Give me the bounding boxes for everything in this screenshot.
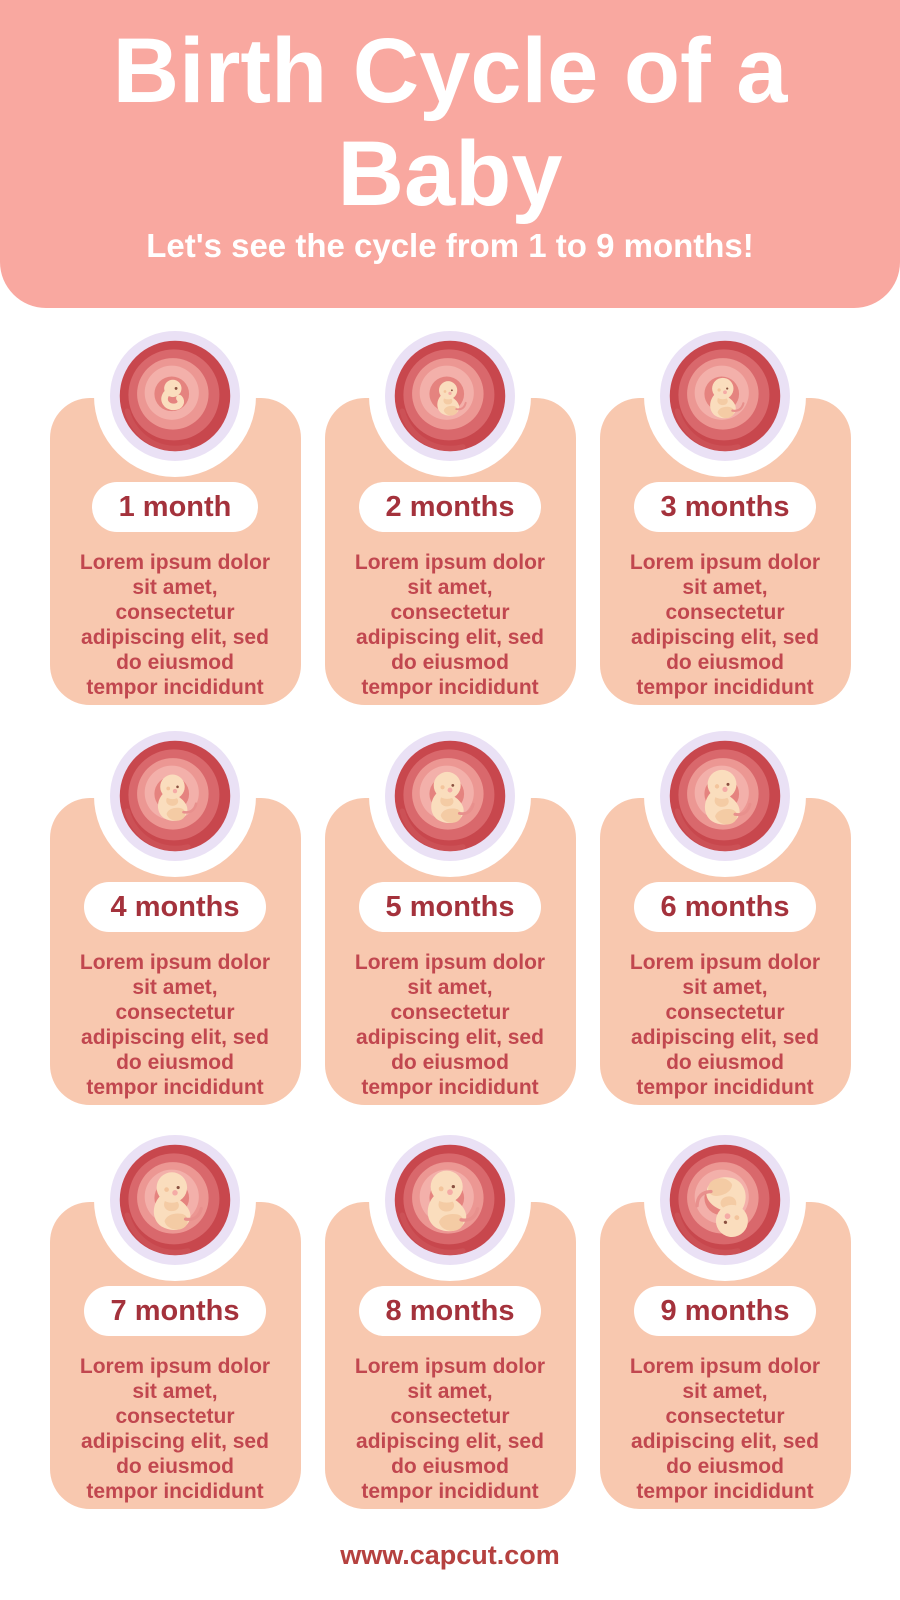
month-label: 6 months xyxy=(660,891,790,923)
months-row-2: 4 months Lorem ipsum dolor sit amet, con… xyxy=(0,715,900,1105)
month-badge: 5 months xyxy=(358,882,542,932)
month-label: 5 months xyxy=(385,891,515,923)
month-description: Lorem ipsum dolor sit amet, consectetur … xyxy=(354,551,546,699)
month-badge: 6 months xyxy=(633,882,817,932)
month-description: Lorem ipsum dolor sit amet, consectetur … xyxy=(629,551,821,699)
month-card-4: 4 months Lorem ipsum dolor sit amet, con… xyxy=(49,715,301,1105)
fetus-in-womb-icon xyxy=(660,331,790,461)
month-badge: 4 months xyxy=(83,882,267,932)
month-description: Lorem ipsum dolor sit amet, consectetur … xyxy=(629,951,821,1099)
month-card-6: 6 months Lorem ipsum dolor sit amet, con… xyxy=(599,715,851,1105)
fetus-in-womb-icon xyxy=(385,331,515,461)
month-description: Lorem ipsum dolor sit amet, consectetur … xyxy=(629,1355,821,1503)
month-badge: 3 months xyxy=(633,482,817,532)
month-label: 9 months xyxy=(660,1295,790,1327)
month-label: 3 months xyxy=(660,491,790,523)
month-card-8: 8 months Lorem ipsum dolor sit amet, con… xyxy=(324,1119,576,1509)
month-label: 2 months xyxy=(385,491,515,523)
fetus-in-womb-icon xyxy=(110,731,240,861)
month-card-1: 1 month Lorem ipsum dolor sit amet, cons… xyxy=(49,315,301,705)
fetus-in-womb-icon xyxy=(110,1135,240,1265)
month-description: Lorem ipsum dolor sit amet, consectetur … xyxy=(79,951,271,1099)
month-badge: 7 months xyxy=(83,1286,267,1336)
month-description: Lorem ipsum dolor sit amet, consectetur … xyxy=(79,551,271,699)
month-card-5: 5 months Lorem ipsum dolor sit amet, con… xyxy=(324,715,576,1105)
page-title: Birth Cycle of a Baby xyxy=(112,20,788,225)
embryo-in-womb-icon xyxy=(110,331,240,461)
fetus-head-down-in-womb-icon xyxy=(660,1135,790,1265)
month-badge: 8 months xyxy=(358,1286,542,1336)
website-text: www.capcut.com xyxy=(340,1540,560,1570)
month-label: 7 months xyxy=(110,1295,240,1327)
month-label: 4 months xyxy=(110,891,240,923)
header-banner: Birth Cycle of a Baby Let's see the cycl… xyxy=(0,0,900,308)
fetus-in-womb-icon xyxy=(660,731,790,861)
month-card-7: 7 months Lorem ipsum dolor sit amet, con… xyxy=(49,1119,301,1509)
month-label: 1 month xyxy=(118,491,232,523)
month-description: Lorem ipsum dolor sit amet, consectetur … xyxy=(79,1355,271,1503)
fetus-in-womb-icon xyxy=(385,1135,515,1265)
month-badge: 2 months xyxy=(358,482,542,532)
month-description: Lorem ipsum dolor sit amet, consectetur … xyxy=(354,1355,546,1503)
month-card-2: 2 months Lorem ipsum dolor sit amet, con… xyxy=(324,315,576,705)
months-row-3: 7 months Lorem ipsum dolor sit amet, con… xyxy=(0,1119,900,1509)
month-badge: 1 month xyxy=(91,482,259,532)
month-badge: 9 months xyxy=(633,1286,817,1336)
months-row-1: 1 month Lorem ipsum dolor sit amet, cons… xyxy=(0,315,900,705)
month-card-3: 3 months Lorem ipsum dolor sit amet, con… xyxy=(599,315,851,705)
footer: www.capcut.com xyxy=(0,1538,900,1572)
page-subtitle: Let's see the cycle from 1 to 9 months! xyxy=(146,227,754,264)
month-description: Lorem ipsum dolor sit amet, consectetur … xyxy=(354,951,546,1099)
month-card-9: 9 months Lorem ipsum dolor sit amet, con… xyxy=(599,1119,851,1509)
month-label: 8 months xyxy=(385,1295,515,1327)
fetus-in-womb-icon xyxy=(385,731,515,861)
